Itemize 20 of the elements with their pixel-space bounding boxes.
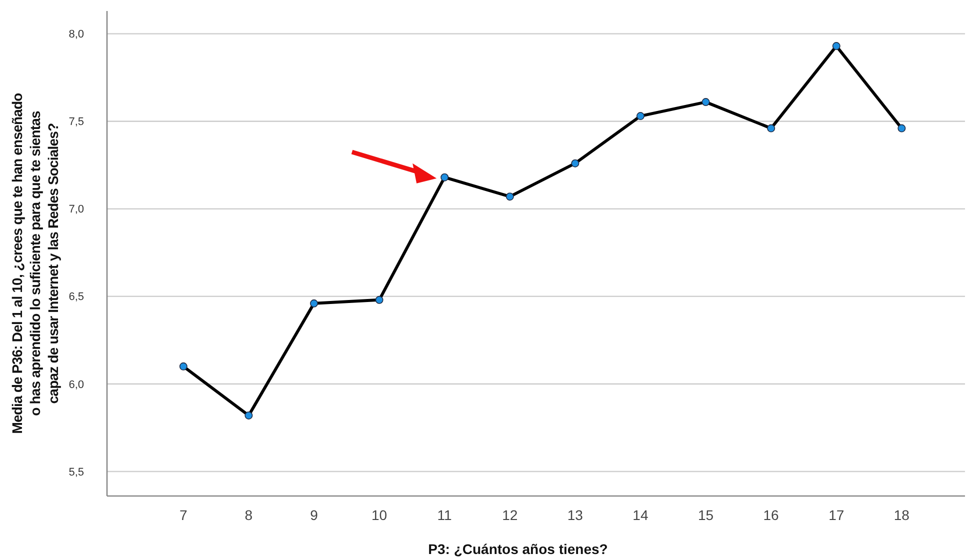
x-tick-label: 10 — [372, 507, 388, 523]
x-tick-label: 18 — [894, 507, 910, 523]
x-tick-label: 15 — [698, 507, 714, 523]
y-axis-title: Media de P36: Del 1 al 10, ¿crees que te han enseñado o has aprendido lo suficiente para que te sientas capaz de usar Internet y las Redes Sociales? — [9, 93, 61, 434]
y-tick-label: 6,0 — [68, 378, 84, 391]
x-tick-label: 11 — [437, 507, 452, 523]
y-tick-label: 5,5 — [68, 466, 84, 478]
x-tick-label: 16 — [763, 507, 780, 523]
x-tick-label: 17 — [828, 507, 844, 523]
x-tick-label: 7 — [180, 507, 188, 523]
x-tick-label: 8 — [244, 507, 253, 523]
y-tick-label: 8,0 — [68, 28, 84, 41]
y-tick-label: 7,5 — [68, 116, 84, 128]
x-axis-title: P3: ¿Cuántos años tienes? — [428, 541, 608, 557]
x-tick-label: 9 — [310, 507, 318, 523]
x-tick-label: 14 — [632, 507, 648, 523]
y-tick-label: 7,0 — [68, 204, 84, 216]
x-tick-label: 13 — [567, 507, 584, 523]
x-tick-label: 12 — [502, 507, 518, 523]
y-tick-label: 6,5 — [68, 291, 84, 304]
